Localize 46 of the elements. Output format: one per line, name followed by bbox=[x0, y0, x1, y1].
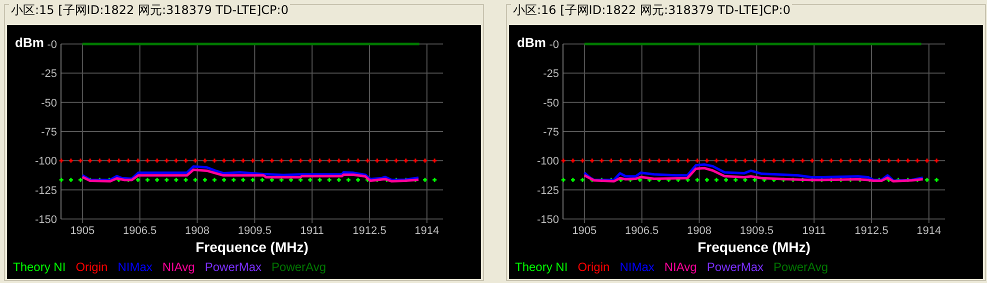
text: NIAvg bbox=[664, 260, 697, 274]
x-tick-label: 1909.5 bbox=[740, 225, 774, 237]
legend-label: PowerMax bbox=[706, 260, 764, 274]
text: Origin bbox=[76, 260, 108, 274]
text: PowerAvg bbox=[774, 260, 828, 274]
y-tick-label: -150 bbox=[536, 214, 559, 226]
text: Origin bbox=[578, 260, 610, 274]
y-tick-label: -100 bbox=[536, 156, 559, 168]
y-tick-label: -50 bbox=[543, 97, 559, 110]
x-tick-label: 1909.5 bbox=[238, 225, 272, 237]
y-tick-label: -0 bbox=[549, 39, 559, 51]
x-tick-label: 1905 bbox=[70, 225, 95, 237]
y-tick-label: -0 bbox=[47, 39, 57, 51]
y-axis-title: dBm bbox=[517, 35, 546, 50]
x-tick-label: 1908 bbox=[687, 225, 712, 237]
x-axis-title: Frequence (MHz) bbox=[698, 239, 810, 255]
x-tick-label: 1905 bbox=[572, 225, 597, 237]
text: Theory NI bbox=[13, 260, 66, 274]
x-tick-label: 1908 bbox=[185, 225, 210, 237]
x-tick-label: 1914 bbox=[414, 225, 440, 237]
text: NIMax bbox=[118, 260, 152, 274]
x-tick-label: 1912.5 bbox=[352, 225, 386, 237]
x-tick-label: 1906.5 bbox=[123, 225, 157, 237]
y-tick-label: -125 bbox=[536, 184, 559, 197]
y-tick-label: -25 bbox=[543, 68, 559, 80]
y-tick-label: -75 bbox=[41, 126, 57, 138]
x-tick-label: 1906.5 bbox=[625, 225, 659, 237]
y-tick-label: -50 bbox=[41, 97, 57, 110]
y-tick-label: -125 bbox=[34, 184, 57, 197]
y-tick-label: -100 bbox=[34, 156, 57, 168]
y-tick-label: -25 bbox=[41, 68, 57, 80]
text: NIAvg bbox=[162, 260, 195, 274]
x-tick-label: 1912.5 bbox=[854, 225, 888, 237]
legend-label: PowerMax bbox=[204, 260, 262, 274]
text: NIMax bbox=[620, 260, 654, 274]
x-tick-label: 1911 bbox=[300, 225, 324, 237]
y-tick-label: -75 bbox=[543, 126, 559, 138]
x-tick-label: 1911 bbox=[802, 225, 826, 237]
y-tick-label: -150 bbox=[34, 214, 57, 226]
y-axis-title: dBm bbox=[15, 35, 44, 50]
x-tick-label: 1914 bbox=[916, 225, 942, 237]
chart-title: 小区:16 [子网ID:1822 网元:318379 TD-LTE]CP:0 bbox=[511, 2, 792, 19]
text: Theory NI bbox=[515, 260, 568, 274]
text: PowerAvg bbox=[272, 260, 326, 274]
chart-title: 小区:15 [子网ID:1822 网元:318379 TD-LTE]CP:0 bbox=[9, 2, 290, 19]
x-axis-title: Frequence (MHz) bbox=[196, 239, 308, 255]
